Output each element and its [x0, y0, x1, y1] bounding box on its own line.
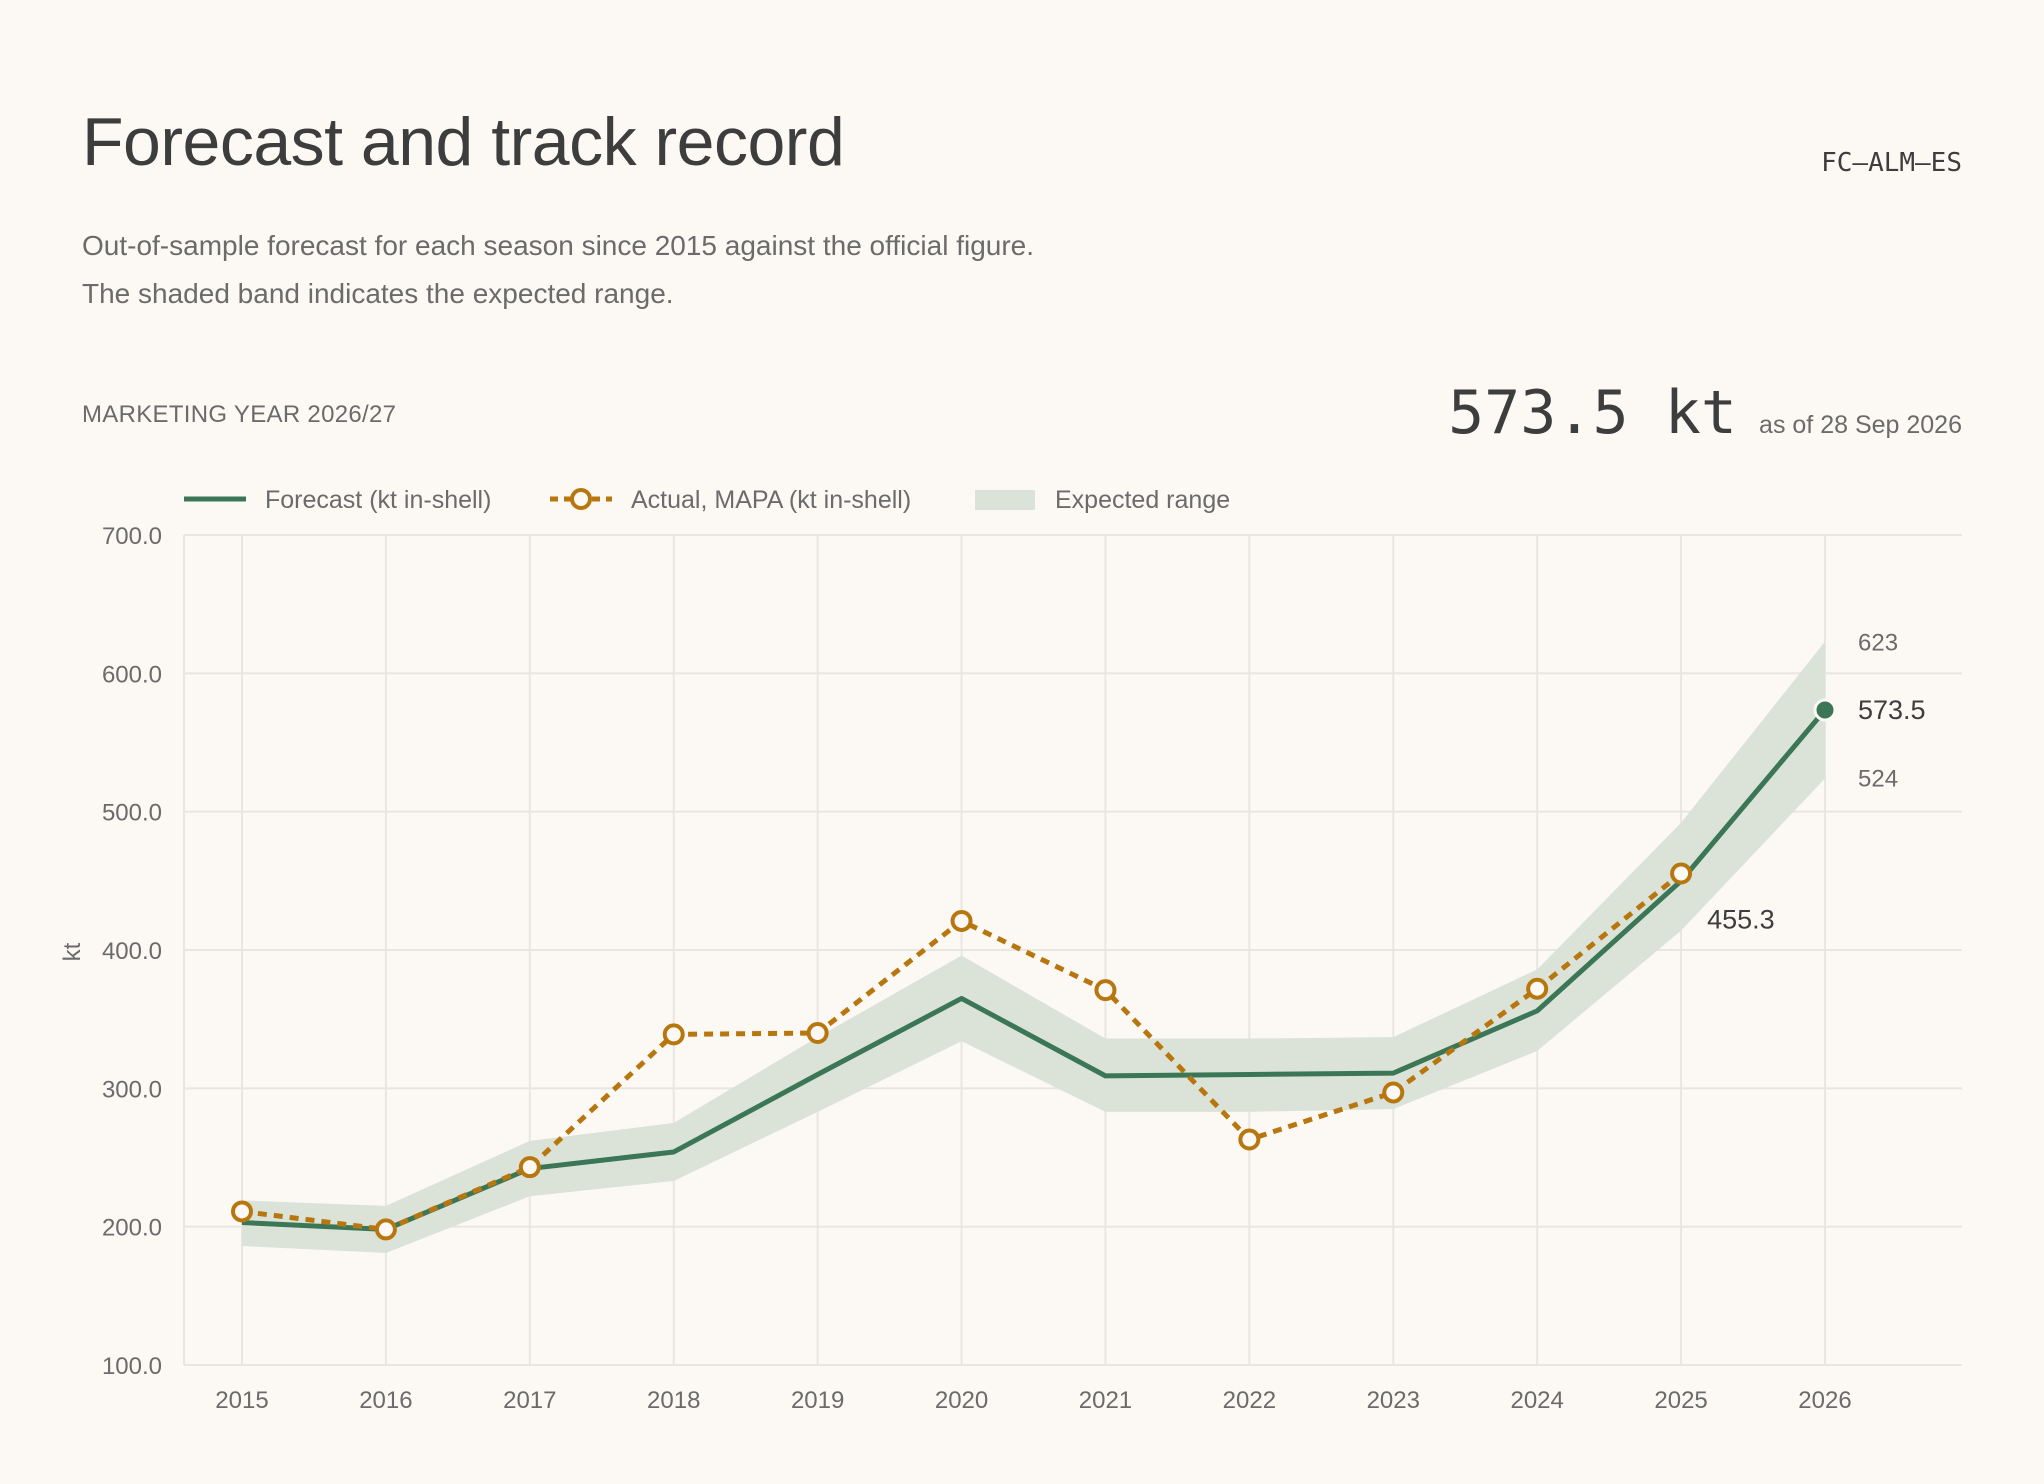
y-tick-label: 100.0	[102, 1353, 162, 1380]
actual-point	[1526, 977, 1549, 1000]
grid	[183, 534, 1962, 1366]
legend-actual-marker	[570, 488, 592, 510]
forecast-last-label: 573.5	[1858, 695, 1926, 725]
y-tick-label: 200.0	[102, 1215, 162, 1242]
x-tick-label: 2026	[1798, 1387, 1851, 1414]
x-tick-label: 2016	[359, 1387, 412, 1414]
markers-layer	[231, 698, 1837, 1241]
page-title: Forecast and track record	[82, 104, 845, 180]
x-tick-label: 2018	[647, 1387, 700, 1414]
x-tick-label: 2019	[791, 1387, 844, 1414]
actual-point	[806, 1022, 829, 1044]
x-tick-label: 2022	[1223, 1387, 1276, 1414]
labels-layer: 573.5 623 524 455.3	[1707, 630, 1925, 935]
actual-point	[1238, 1128, 1261, 1151]
legend-actual-label: Actual, MAPA (kt in-shell)	[631, 486, 911, 514]
x-tick-label: 2021	[1079, 1387, 1132, 1414]
y-tick-label: 400.0	[102, 938, 162, 965]
headline-value: 573.5 kt	[1448, 378, 1738, 448]
axes-layer: 100.0 200.0 300.0 400.0 500.0 600.0 700.0 2015 2…	[59, 523, 1852, 1414]
series-code: FC–ALM–ES	[1821, 148, 1962, 178]
x-tick-label: 2023	[1367, 1387, 1420, 1414]
subtitle: Out-of-sample forecast for each season s…	[82, 222, 1034, 318]
y-tick-label: 600.0	[102, 661, 162, 688]
legend-forecast-label: Forecast (kt in-shell)	[265, 486, 491, 514]
chart-legend: Forecast (kt in-shell) Actual, MAPA (kt …	[184, 486, 1230, 514]
band-upper-label: 623	[1858, 630, 1898, 657]
x-tick-label: 2025	[1654, 1387, 1707, 1414]
actual-last-label: 455.3	[1707, 905, 1775, 935]
legend-band-label: Expected range	[1055, 486, 1230, 514]
actual-point	[518, 1156, 541, 1179]
band-lower-label: 524	[1858, 765, 1898, 792]
x-tick-label: 2015	[215, 1387, 268, 1414]
actual-point	[1094, 979, 1117, 1002]
actual-point	[950, 909, 973, 932]
x-tick-label: 2020	[935, 1387, 988, 1414]
y-tick-label: 300.0	[102, 1076, 162, 1103]
headline-asof: as of 28 Sep 2026	[1759, 411, 1962, 439]
y-tick-label: 700.0	[102, 523, 162, 550]
y-axis-label: kt	[59, 942, 86, 961]
forecast-endpoint	[1813, 698, 1837, 722]
actual-point	[231, 1200, 253, 1223]
headline-value-block: 573.5 kt as of 28 Sep 2026	[1448, 378, 1962, 448]
actual-point	[1382, 1081, 1405, 1104]
actual-point	[662, 1023, 685, 1046]
subtitle-line-1: Out-of-sample forecast for each season s…	[82, 230, 1035, 261]
x-tick-label: 2017	[503, 1387, 556, 1414]
actual-point	[1670, 862, 1693, 885]
legend-band-swatch	[975, 490, 1035, 510]
marketing-year-label: MARKETING YEAR 2026/27	[82, 401, 397, 428]
subtitle-line-2: The shaded band indicates the expected r…	[82, 278, 674, 309]
x-tick-label: 2024	[1510, 1387, 1563, 1414]
actual-point	[374, 1218, 397, 1241]
y-tick-label: 500.0	[102, 800, 162, 827]
